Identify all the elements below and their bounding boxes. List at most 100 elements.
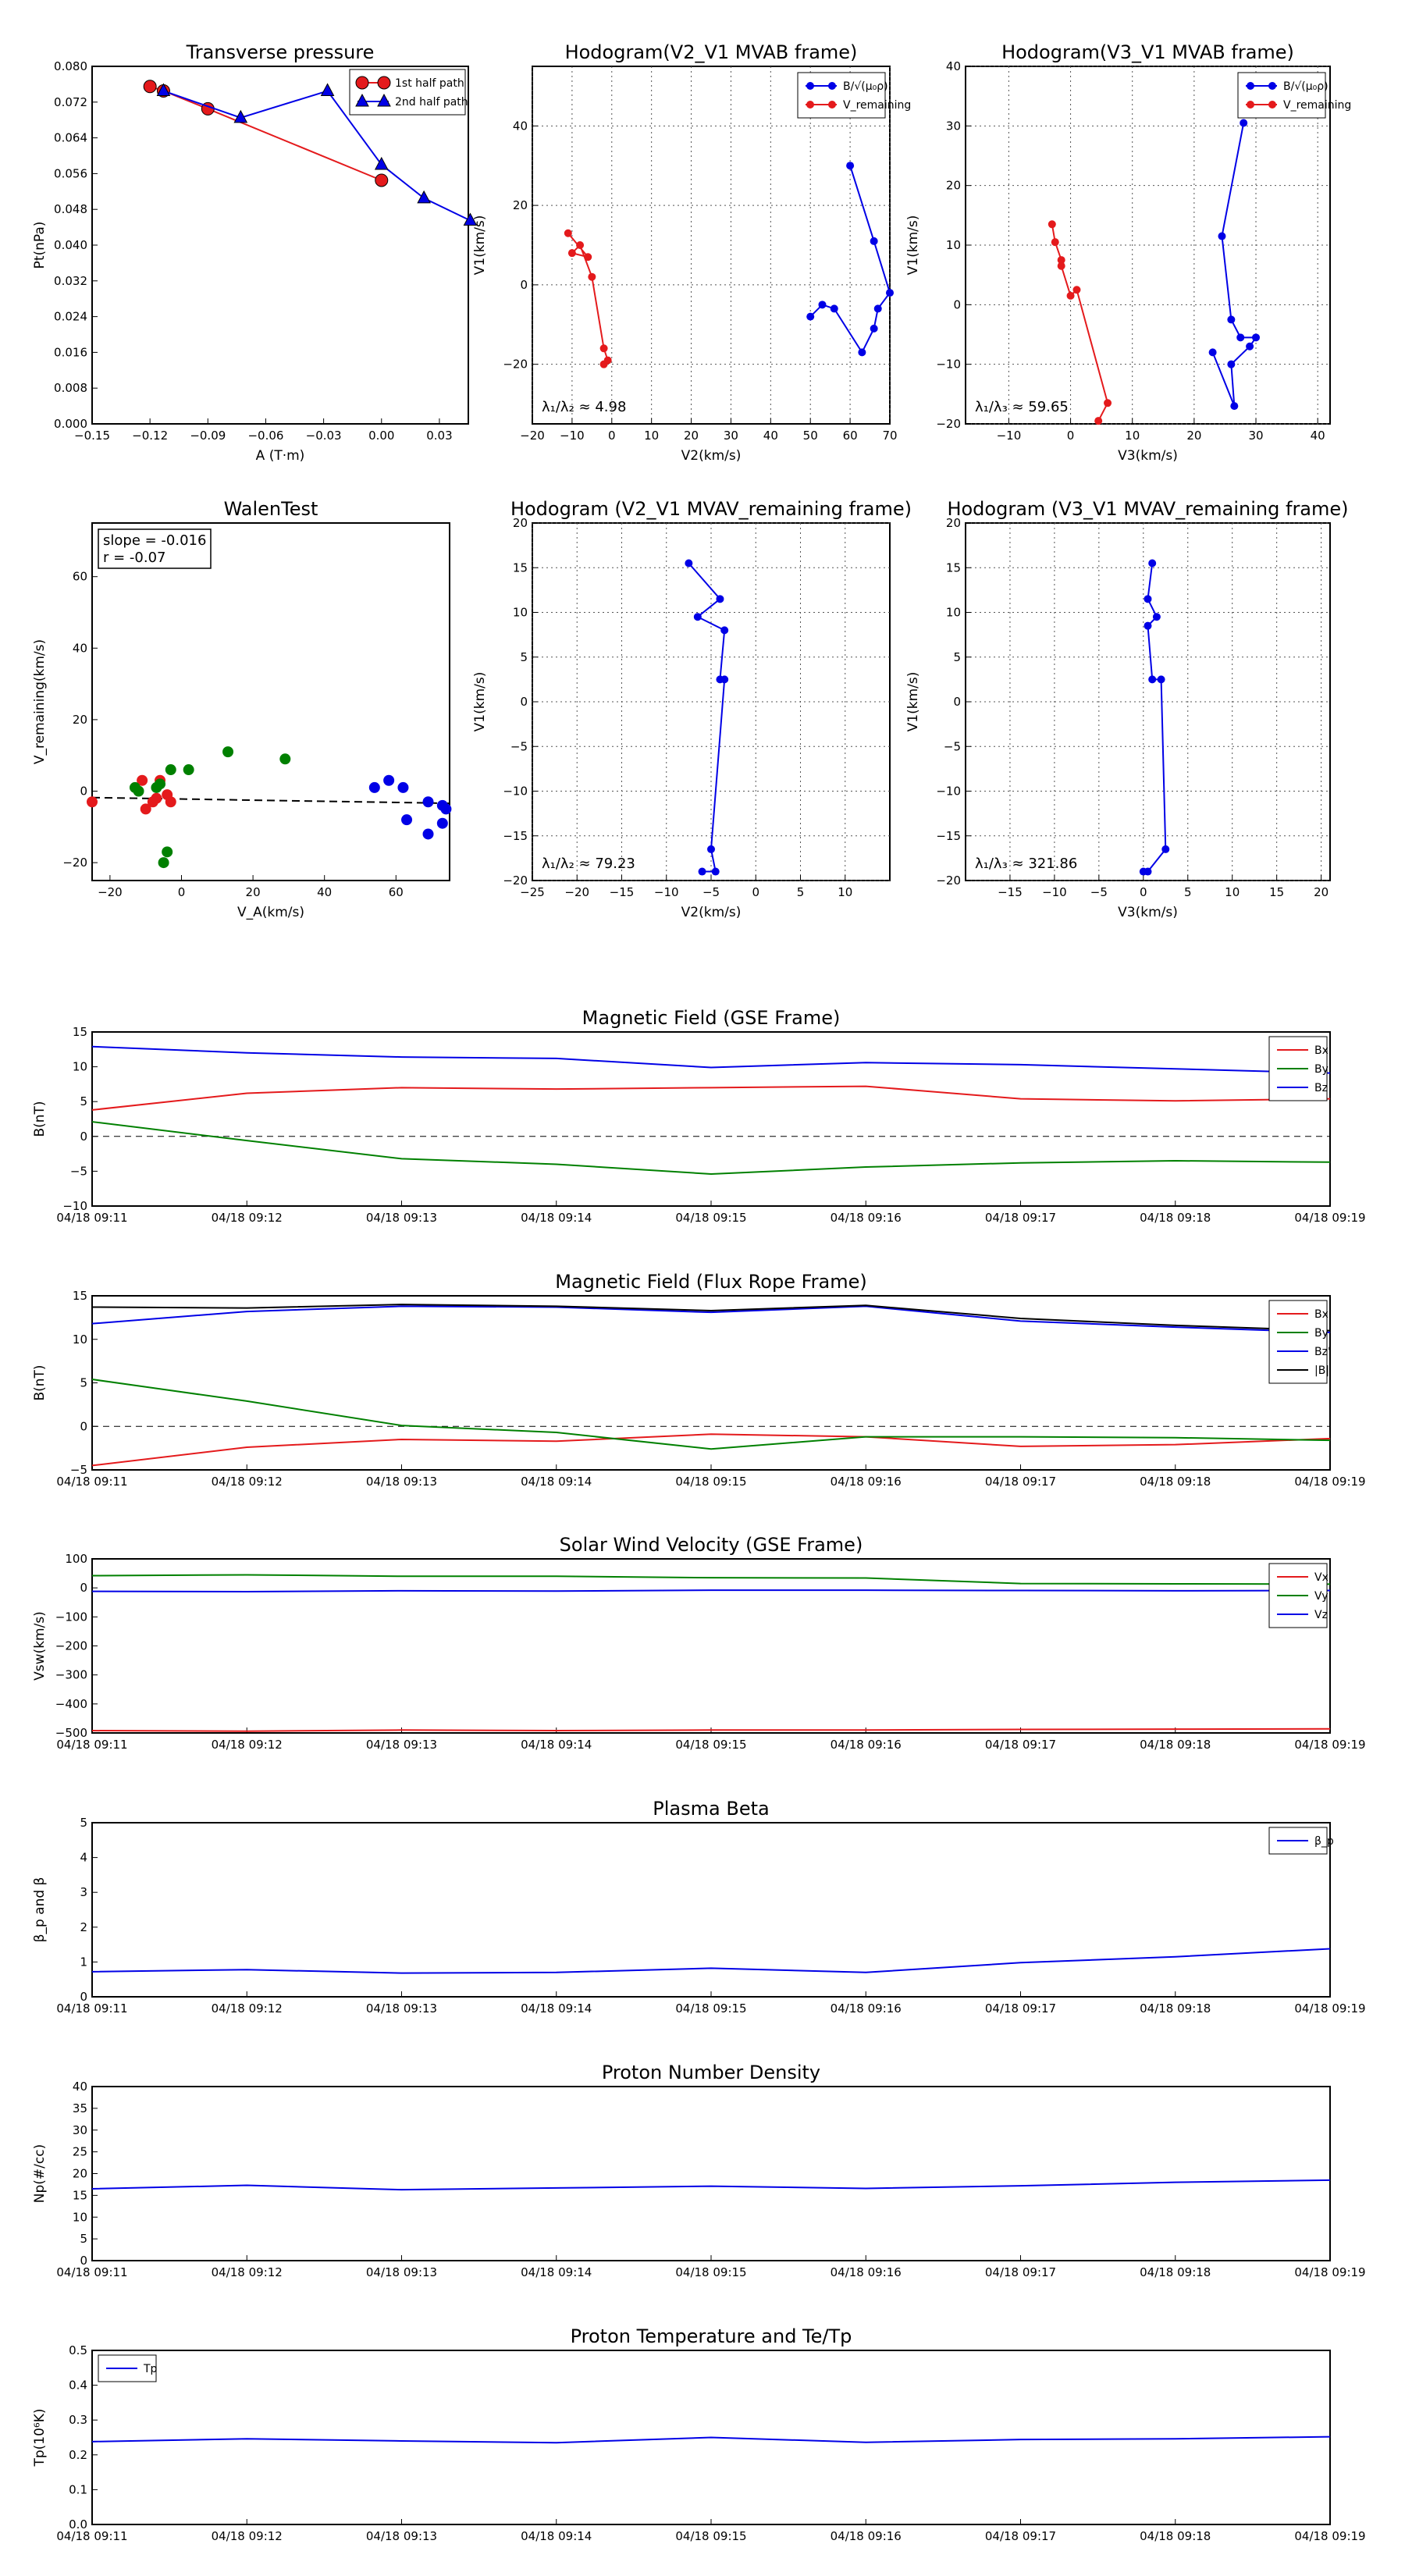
chart-proton-number-density: Proton Number Density 04/18 09:11 04/18 09… [32,2062,1366,2279]
x-tick-label: −0.03 [306,429,342,443]
y-tick-label: 5 [80,1816,87,1830]
y-tick-label: 25 [73,2145,87,2159]
data-point [162,846,173,858]
data-point [1094,417,1103,425]
x-tick-label: 04/18 09:18 [1140,1211,1211,1225]
x-tick-label: −20 [520,429,545,443]
x-tick-label: 04/18 09:11 [56,2265,127,2279]
x-tick-label: −25 [520,885,545,899]
x-tick-label: 40 [1311,429,1325,443]
series-red [87,774,176,815]
data-point [158,857,169,869]
legend-label: By' [1314,1327,1332,1340]
x-tick-label: 04/18 09:18 [1140,2529,1211,2543]
y-tick-label: 20 [73,713,87,727]
y-axis-label: Np(#/cc) [32,2144,48,2203]
annotation-text: λ₁/λ₂ ≈ 79.23 [542,856,635,872]
x-tick-label: 10 [1125,429,1140,443]
x-tick-label: 04/18 09:14 [521,1211,592,1225]
data-point [140,803,151,815]
plot-title: Solar Wind Velocity (GSE Frame) [560,1534,863,1556]
x-tick-label: 04/18 09:11 [56,1738,127,1752]
x-tick-label: 04/18 09:17 [985,2001,1056,2016]
x-tick-label: 04/18 09:16 [831,2001,902,2016]
data-point [165,764,176,776]
data-point [886,289,894,297]
y-tick-label: 15 [73,2188,87,2202]
y-tick-label: 0.064 [54,131,87,145]
data-point [716,595,724,603]
x-tick-label: 04/18 09:12 [212,1475,283,1489]
x-tick-label: 15 [1269,885,1284,899]
data-point [1227,315,1236,324]
y-tick-label: −10 [62,1199,87,1213]
series-b- [1208,119,1261,411]
plot-title: Hodogram (V2_V1 MVAV_remaining frame) [510,498,912,520]
data-point [1144,595,1152,603]
plot-frame [965,66,1331,425]
y-tick-label: 2 [80,1920,87,1934]
y-tick-label: 10 [513,606,528,620]
y-tick-label: 0 [80,1990,87,2004]
data-point [1072,286,1081,294]
y-tick-label: 15 [946,560,961,575]
y-tick-label: 5 [953,650,961,664]
x-tick-label: 04/18 09:19 [1294,1211,1365,1225]
y-tick-label: 0.5 [69,2343,87,2357]
y-tick-label: −10 [936,358,961,372]
series-1st-half-path [143,80,389,187]
series-line-tp [91,2435,1331,2444]
x-tick-label: 30 [1248,429,1263,443]
series-b- [806,162,894,357]
x-tick-label: 04/18 09:13 [366,2529,437,2543]
series-blue [368,774,452,840]
data-point [707,845,715,853]
x-tick-label: 04/18 09:15 [675,1211,746,1225]
chart-magnetic-field-flux-rope: Magnetic Field (Flux Rope Frame) 04/18 09… [32,1271,1366,1489]
data-point [155,778,166,790]
x-tick-label: 10 [644,429,659,443]
data-point [828,101,836,109]
data-point [1157,675,1165,684]
chart-hodogram-v2v1-mvav: Hodogram (V2_V1 MVAV_remaining frame) −25… [472,498,912,920]
legend-label: V_remaining [1283,99,1351,112]
y-tick-label: 0.040 [54,238,87,252]
x-axis-label: V3(km/s) [1118,448,1178,464]
data-point [564,229,572,237]
series-line-by [91,1121,1331,1175]
x-tick-label: 5 [1184,885,1192,899]
data-point [870,237,878,245]
y-axis-label: Pt(nPa) [32,222,48,269]
data-point [1148,675,1157,684]
x-tick-label: 04/18 09:14 [521,1475,592,1489]
legend-label: By [1314,1063,1329,1076]
x-tick-label: 04/18 09:12 [212,2001,283,2016]
x-tick-label: 30 [724,429,738,443]
chart-solar-wind-velocity: Solar Wind Velocity (GSE Frame) 04/18 09:… [32,1534,1366,1752]
legend-label: V_remaining [843,99,911,112]
data-point [806,101,814,109]
plot-frame [91,1295,1331,1471]
x-tick-label: 0 [178,885,186,899]
y-tick-label: 20 [946,516,961,530]
data-point [1144,621,1152,630]
x-tick-label: 20 [246,885,261,899]
y-tick-label: 0.048 [54,202,87,216]
legend-label: B/√(μ₀ρ) [1283,80,1329,93]
data-point [463,212,478,226]
x-tick-label: 10 [1225,885,1240,899]
data-point [440,803,452,815]
data-point [233,109,248,123]
series-line-vx [91,1727,1331,1732]
plot-title: Hodogram (V3_V1 MVAV_remaining frame) [947,498,1348,520]
chart-transverse-pressure: Transverse pressure −0.15 −0.12 −0.09 −0.06 −… [32,41,478,464]
y-tick-label: −20 [62,856,87,870]
x-tick-label: 04/18 09:15 [675,2265,746,2279]
y-tick-label: −100 [55,1610,87,1624]
plot-title: Magnetic Field (Flux Rope Frame) [555,1271,866,1293]
x-tick-label: 40 [763,429,778,443]
x-tick-label: −10 [997,429,1022,443]
y-tick-label: 0 [80,1581,87,1595]
x-tick-label: 0 [608,429,616,443]
